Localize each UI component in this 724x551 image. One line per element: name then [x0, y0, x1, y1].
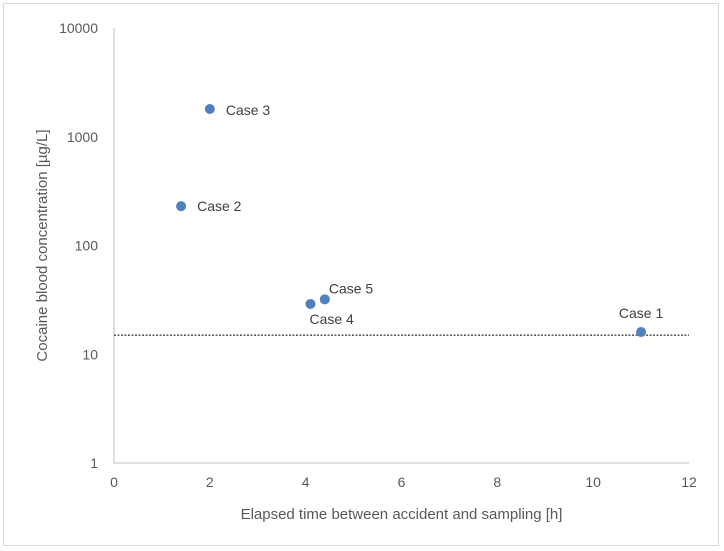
y-axis-title: Cocaine blood concentration [µg/L]	[34, 129, 51, 361]
x-axis: 0 2 4 6 8 10 12	[110, 462, 697, 490]
x-tick-label: 4	[302, 474, 310, 490]
x-tick-label: 0	[110, 474, 118, 490]
point-label: Case 3	[226, 102, 271, 118]
data-point	[176, 201, 187, 212]
x-tick-label: 6	[398, 474, 406, 490]
x-axis-title: Elapsed time between accident and sampli…	[241, 506, 563, 523]
y-tick-label: 10	[82, 346, 98, 362]
y-tick-label: 10000	[59, 20, 98, 36]
point-label: Case 1	[619, 305, 664, 321]
x-tick-label: 2	[206, 474, 214, 490]
y-axis: 1 10 100 1000 10000	[59, 20, 115, 471]
x-tick-label: 12	[681, 474, 697, 490]
point-label: Case 2	[197, 198, 242, 214]
y-tick-label: 100	[75, 238, 99, 254]
data-points: Case 1 Case 2 Case 3 Case 4 Case 5	[176, 102, 664, 338]
data-point	[636, 327, 647, 338]
x-tick-label: 10	[585, 474, 601, 490]
data-point	[305, 298, 316, 309]
x-tick-label: 8	[493, 474, 501, 490]
chart-frame	[3, 3, 719, 546]
y-tick-label: 1000	[67, 129, 98, 145]
point-label: Case 5	[329, 280, 374, 296]
data-point	[319, 294, 330, 305]
point-label: Case 4	[309, 311, 354, 327]
data-point	[204, 103, 215, 114]
y-tick-label: 1	[90, 455, 98, 471]
